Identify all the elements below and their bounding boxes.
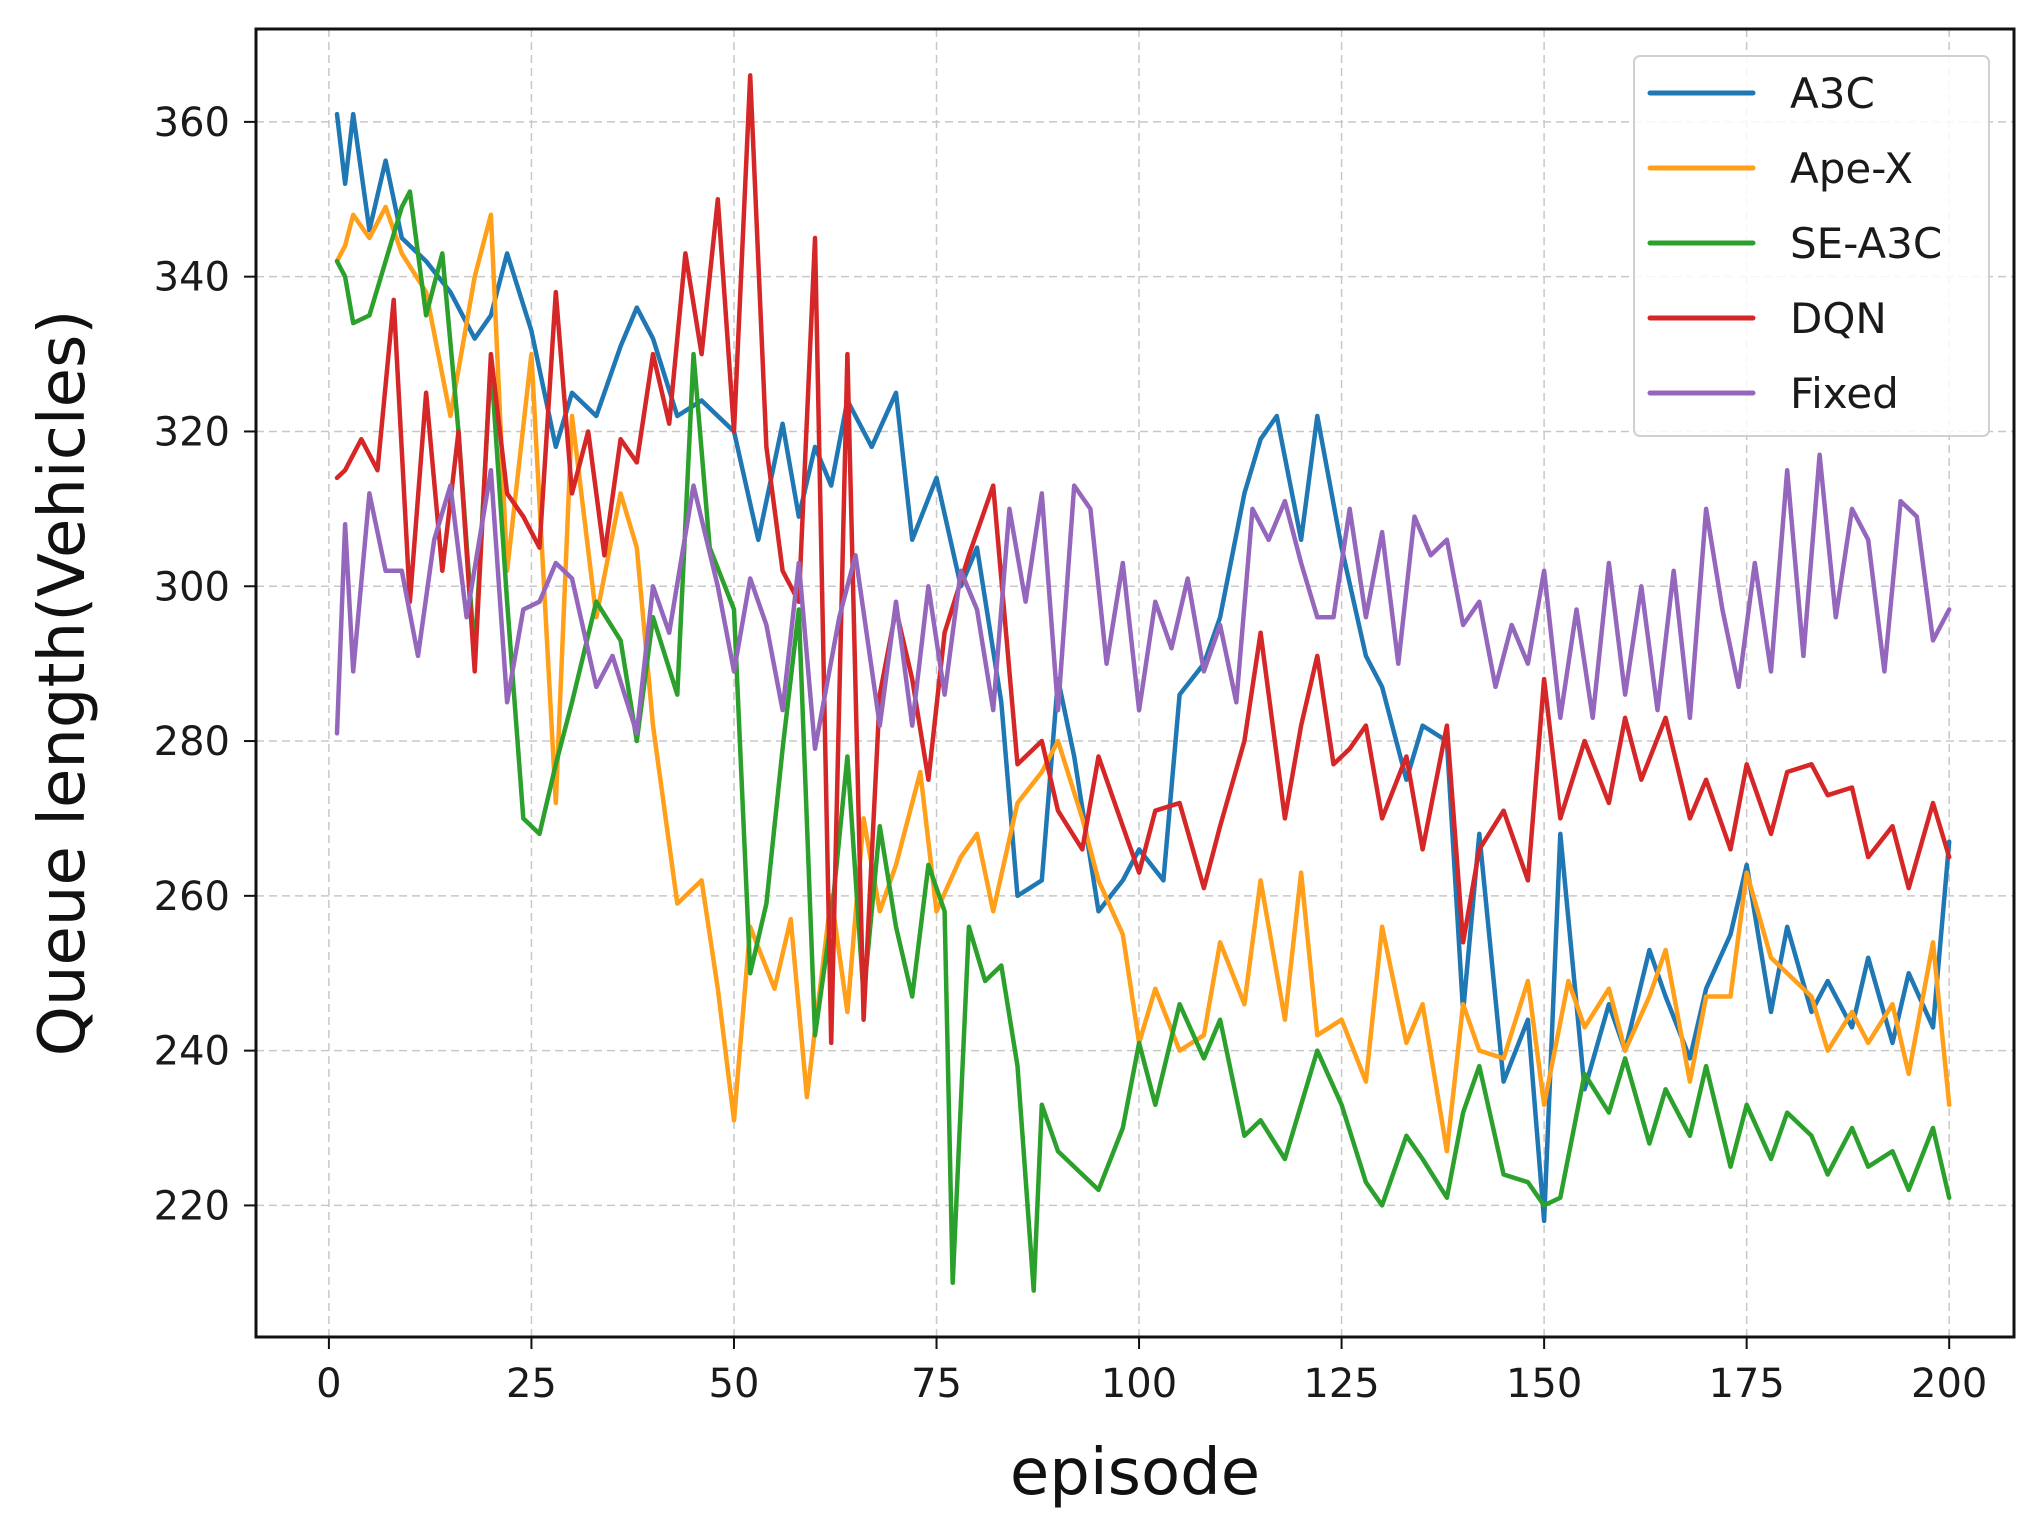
legend: A3C Ape-X SE-A3C DQN Fixed bbox=[1633, 55, 1990, 437]
plot-frame bbox=[254, 27, 2016, 1339]
x-tick-label: 150 bbox=[1506, 1361, 1582, 1407]
x-axis-title: episode bbox=[1010, 1436, 1260, 1510]
y-axis-ticks: 220 240 260 280 300 320 340 360 bbox=[154, 100, 256, 1229]
x-tick-label: 125 bbox=[1303, 1361, 1379, 1407]
series-line-ape-x bbox=[334, 204, 1952, 1154]
x-axis-ticks: 0 25 50 75 100 125 150 175 200 bbox=[316, 1337, 1987, 1407]
legend-label: A3C bbox=[1790, 69, 1875, 118]
y-tick-label: 360 bbox=[154, 100, 230, 146]
legend-label: DQN bbox=[1790, 294, 1887, 343]
series-line-fixed bbox=[334, 452, 1952, 752]
y-tick-label: 240 bbox=[154, 1029, 230, 1075]
y-tick-label: 340 bbox=[154, 255, 230, 301]
y-tick-label: 220 bbox=[154, 1183, 230, 1229]
x-tick-label: 25 bbox=[506, 1361, 557, 1407]
y-axis-title: Queue length(Vehicles) bbox=[26, 310, 100, 1057]
x-tick-label: 75 bbox=[911, 1361, 962, 1407]
series-line-se-a3c bbox=[334, 189, 1952, 1293]
legend-label: Ape-X bbox=[1790, 144, 1913, 193]
x-tick-label: 0 bbox=[316, 1361, 341, 1407]
y-tick-label: 260 bbox=[154, 874, 230, 920]
x-tick-label: 200 bbox=[1911, 1361, 1987, 1407]
y-tick-label: 280 bbox=[154, 719, 230, 765]
x-tick-label: 175 bbox=[1708, 1361, 1784, 1407]
legend-label: Fixed bbox=[1790, 369, 1899, 418]
y-tick-label: 320 bbox=[154, 409, 230, 455]
series-layer bbox=[334, 73, 1952, 1293]
legend-box bbox=[1633, 55, 1990, 437]
series-line-dqn bbox=[334, 73, 1952, 1046]
x-tick-label: 100 bbox=[1101, 1361, 1177, 1407]
legend-label: SE-A3C bbox=[1790, 219, 1942, 268]
x-tick-label: 50 bbox=[709, 1361, 760, 1407]
y-tick-label: 300 bbox=[154, 564, 230, 610]
